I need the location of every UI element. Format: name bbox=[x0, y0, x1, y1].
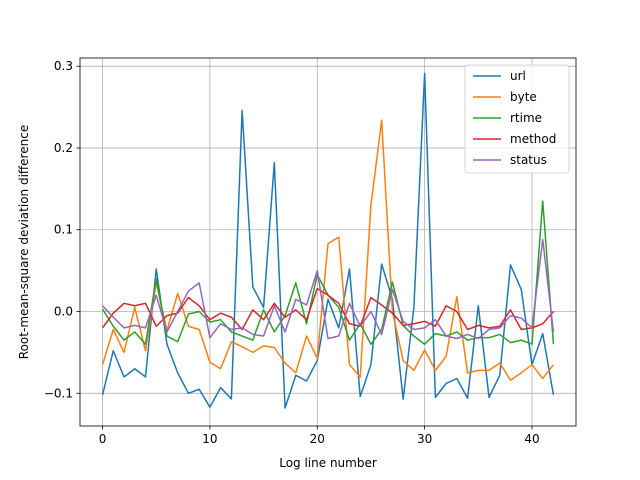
axis-ticks: 0 10 20 30 40 −0.1 0.0 0.1 0.2 0.3 bbox=[44, 59, 540, 446]
x-axis-label: Log line number bbox=[279, 456, 377, 470]
y-tick-label: 0.1 bbox=[54, 223, 73, 237]
x-tick-label: 30 bbox=[417, 432, 432, 446]
y-tick-label: −0.1 bbox=[44, 386, 73, 400]
legend-box bbox=[464, 64, 570, 174]
y-tick-label: 0.3 bbox=[54, 59, 73, 73]
series-line-rtime bbox=[101, 200, 555, 345]
legend-label-status: status bbox=[510, 153, 547, 167]
x-tick-label: 10 bbox=[202, 432, 217, 446]
series-line-status bbox=[102, 238, 555, 340]
series-line-byte bbox=[101, 119, 555, 381]
series-line-method bbox=[101, 287, 555, 331]
legend-label-method: method bbox=[510, 132, 556, 146]
plot-frame bbox=[79, 57, 577, 427]
y-axis-label: Root-mean-square deviation difference bbox=[17, 125, 31, 359]
y-tick-label: 0.0 bbox=[54, 305, 73, 319]
x-tick-label: 0 bbox=[99, 432, 107, 446]
x-tick-label: 20 bbox=[310, 432, 325, 446]
series-group bbox=[101, 72, 555, 409]
legend-label-url: url bbox=[510, 69, 526, 83]
legend-label-rtime: rtime bbox=[510, 111, 542, 125]
legend-label-byte: byte bbox=[510, 90, 537, 104]
y-tick-label: 0.2 bbox=[54, 141, 73, 155]
legend: url byte rtime method status bbox=[464, 64, 570, 174]
series-line-url bbox=[101, 72, 555, 409]
x-tick-label: 40 bbox=[524, 432, 539, 446]
